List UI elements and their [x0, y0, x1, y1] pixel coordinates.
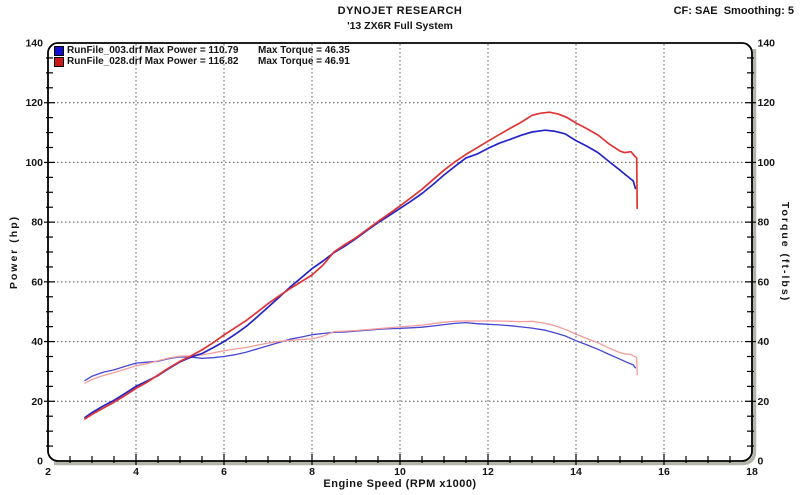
legend-power-label-028: RunFile_028.drf Max Power = 116.82 [67, 56, 239, 67]
torque-curve-runfile-028 [84, 320, 638, 384]
legend: RunFile_003.drf Max Power = 110.79 Max T… [54, 45, 350, 67]
y-tick-label-left: 120 [25, 97, 43, 109]
y-tick-label-left: 80 [31, 217, 43, 229]
x-tick-label: 14 [570, 466, 582, 478]
y-tick-label-left: 60 [31, 276, 43, 288]
x-tick-label: 8 [309, 466, 315, 478]
power-axis-label: Power (hp) [8, 214, 20, 290]
y-tick-label-left: 100 [25, 157, 43, 169]
frame-shadow [54, 49, 757, 466]
legend-swatch-red [54, 56, 64, 67]
legend-row-runfile-028: RunFile_028.drf Max Power = 116.82 Max T… [54, 56, 350, 67]
legend-row-runfile-003: RunFile_003.drf Max Power = 110.79 Max T… [54, 45, 350, 56]
run-subtitle: '13 ZX6R Full System [347, 20, 453, 32]
y-tick-label-right: 100 [758, 157, 776, 169]
y-tick-label-left: 40 [31, 336, 43, 348]
y-tick-label-right: 40 [758, 336, 770, 348]
x-tick-label: 12 [482, 466, 494, 478]
legend-torque-label-028: Max Torque = 46.91 [258, 56, 350, 67]
rpm-axis-label: Engine Speed (RPM x1000) [323, 478, 477, 490]
power-curve-runfile-028 [84, 111, 639, 420]
y-tick-label-right: 120 [758, 97, 776, 109]
y-tick-label-right: 20 [758, 396, 770, 408]
power-curve-runfile-003 [84, 129, 637, 419]
y-tick-label-right: 0 [758, 456, 764, 468]
y-tick-label-right: 140 [758, 38, 776, 50]
y-tick-label-left: 0 [37, 456, 43, 468]
torque-curve-runfile-003 [84, 321, 637, 382]
y-tick-label-right: 80 [758, 217, 770, 229]
y-tick-label-left: 20 [31, 396, 43, 408]
legend-power-label-003: RunFile_003.drf Max Power = 110.79 [67, 45, 239, 56]
main-title: DYNOJET RESEARCH [337, 5, 463, 17]
y-tick-label-left: 140 [25, 38, 43, 50]
x-tick-label: 10 [394, 466, 406, 478]
x-tick-label: 6 [221, 466, 227, 478]
x-tick-label: 4 [133, 466, 139, 478]
x-tick-label: 16 [658, 466, 670, 478]
y-tick-label-right: 60 [758, 276, 770, 288]
torque-axis-label: Torque (ft-lbs) [779, 201, 791, 303]
legend-torque-label-003: Max Torque = 46.35 [258, 45, 350, 56]
x-tick-label: 2 [45, 466, 51, 478]
correction-settings: CF: SAE Smoothing: 5 [673, 5, 794, 17]
x-tick-label: 18 [746, 466, 758, 478]
legend-swatch-blue [54, 45, 64, 56]
